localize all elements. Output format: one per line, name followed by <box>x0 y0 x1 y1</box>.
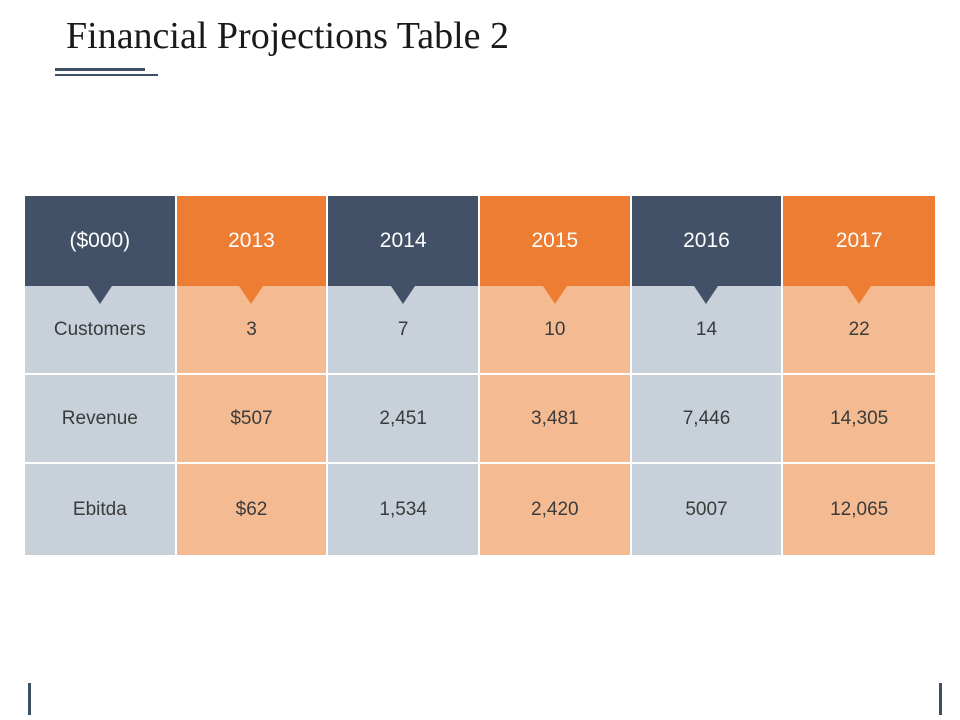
header-label: ($000) <box>69 229 131 252</box>
table-cell: 7 <box>328 286 480 375</box>
header-label: 2015 <box>531 229 579 252</box>
header-cell-2017: 2017 <box>783 196 935 304</box>
pointer-arrow <box>847 286 872 304</box>
table-cell: 2,451 <box>328 375 480 464</box>
table-cell: 1,534 <box>328 464 480 555</box>
header-cell-2014: 2014 <box>328 196 480 304</box>
header-cell-2016: 2016 <box>631 196 784 304</box>
row-label-cell: Ebitda <box>25 464 177 555</box>
row-label-cell: Revenue <box>25 375 177 464</box>
header-label: 2013 <box>228 229 275 252</box>
header-cell-unit: ($000) <box>25 196 177 304</box>
table-cell: $62 <box>176 464 329 555</box>
table-cell: 7,446 <box>631 375 784 464</box>
pointer-arrow <box>694 286 719 304</box>
table-cell: 2,420 <box>480 464 632 555</box>
header-cell-2013: 2013 <box>176 196 329 304</box>
header-cell-2015: 2015 <box>480 196 632 304</box>
pointer-arrow <box>87 286 112 304</box>
table-cell: 12,065 <box>783 464 935 555</box>
table-cell: 5007 <box>631 464 784 555</box>
table-cell: 3,481 <box>480 375 632 464</box>
corner-mark-right <box>939 683 942 715</box>
pointer-arrow <box>239 286 264 304</box>
page-title: Financial Projections Table 2 <box>66 15 510 57</box>
title-underline-top <box>55 68 145 71</box>
pointer-arrow <box>542 286 567 304</box>
header-label: 2017 <box>835 229 883 252</box>
header-label: 2016 <box>683 229 730 252</box>
table-cell: 14,305 <box>783 375 935 464</box>
title-underline-bottom <box>55 74 158 76</box>
financial-projections-table: ($000) 2013 2014 2015 2016 2017 Customer… <box>25 196 935 555</box>
table-cell: $507 <box>176 375 329 464</box>
header-label: 2014 <box>379 229 427 252</box>
corner-mark-left <box>28 683 31 715</box>
pointer-arrow <box>391 286 416 304</box>
